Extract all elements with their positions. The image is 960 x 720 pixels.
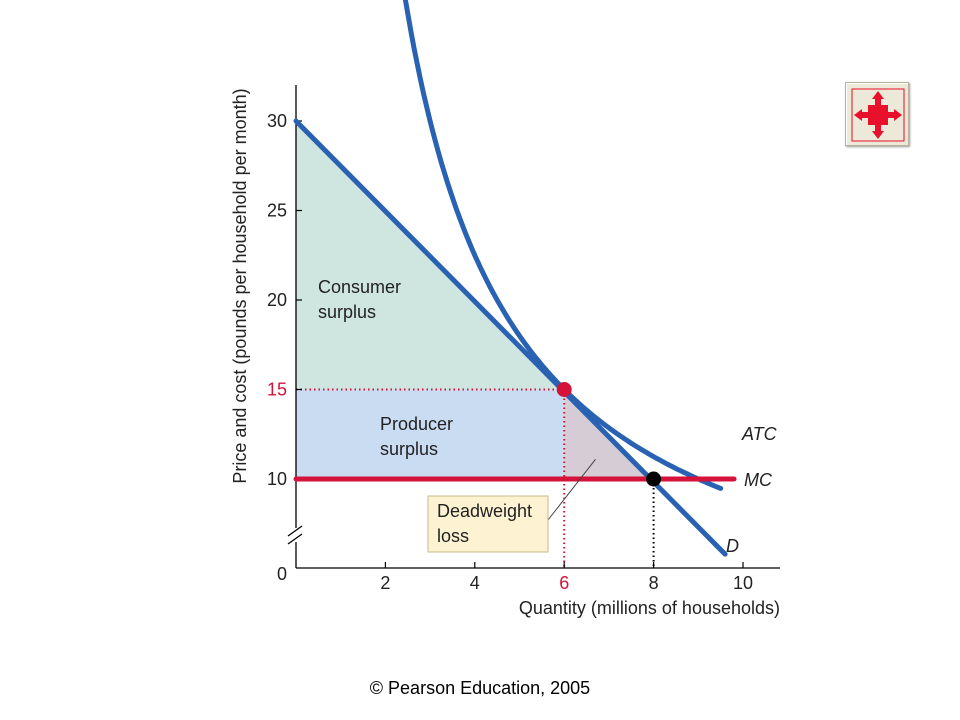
equilibrium-point-0 xyxy=(556,382,572,397)
expand-arrows-icon xyxy=(851,88,905,142)
y-tick-label: 20 xyxy=(267,290,287,310)
series-label-d: D xyxy=(726,536,739,556)
region-label-producer: Producer xyxy=(380,414,453,434)
y-tick-label: 30 xyxy=(267,111,287,131)
y-axis-break-mark xyxy=(287,525,303,537)
y-axis-break-mark xyxy=(287,533,303,545)
region-label-consumer: surplus xyxy=(318,302,376,322)
expand-button[interactable] xyxy=(845,82,909,146)
x-tick-label: 2 xyxy=(380,573,390,593)
series-label-mc: MC xyxy=(744,470,773,490)
y-tick-label: 10 xyxy=(267,469,287,489)
x-tick-label: 8 xyxy=(649,573,659,593)
region-label-consumer: Consumer xyxy=(318,277,401,297)
series-label-atc: ATC xyxy=(741,424,778,444)
x-axis-label: Quantity (millions of households) xyxy=(519,598,780,618)
equilibrium-point-1 xyxy=(646,471,662,487)
deadweight-callout-box xyxy=(427,495,549,553)
y-tick-label: 15 xyxy=(267,380,287,400)
region-label-deadweight: Deadweight xyxy=(437,501,532,521)
y-axis-label: Price and cost (pounds per household per… xyxy=(230,88,250,483)
origin-label: 0 xyxy=(277,564,287,584)
curve-atc xyxy=(402,0,724,491)
region-label-deadweight: loss xyxy=(437,526,469,546)
x-tick-label: 4 xyxy=(470,573,480,593)
x-tick-label: 10 xyxy=(733,573,753,593)
region-label-producer: surplus xyxy=(380,439,438,459)
region-producer xyxy=(296,389,565,479)
y-tick-label: 25 xyxy=(267,201,287,221)
callout-leader-line xyxy=(547,459,596,521)
y-axis-break-gap xyxy=(290,528,302,542)
x-tick-label: 6 xyxy=(559,573,569,593)
copyright-text: © Pearson Education, 2005 xyxy=(369,678,591,698)
